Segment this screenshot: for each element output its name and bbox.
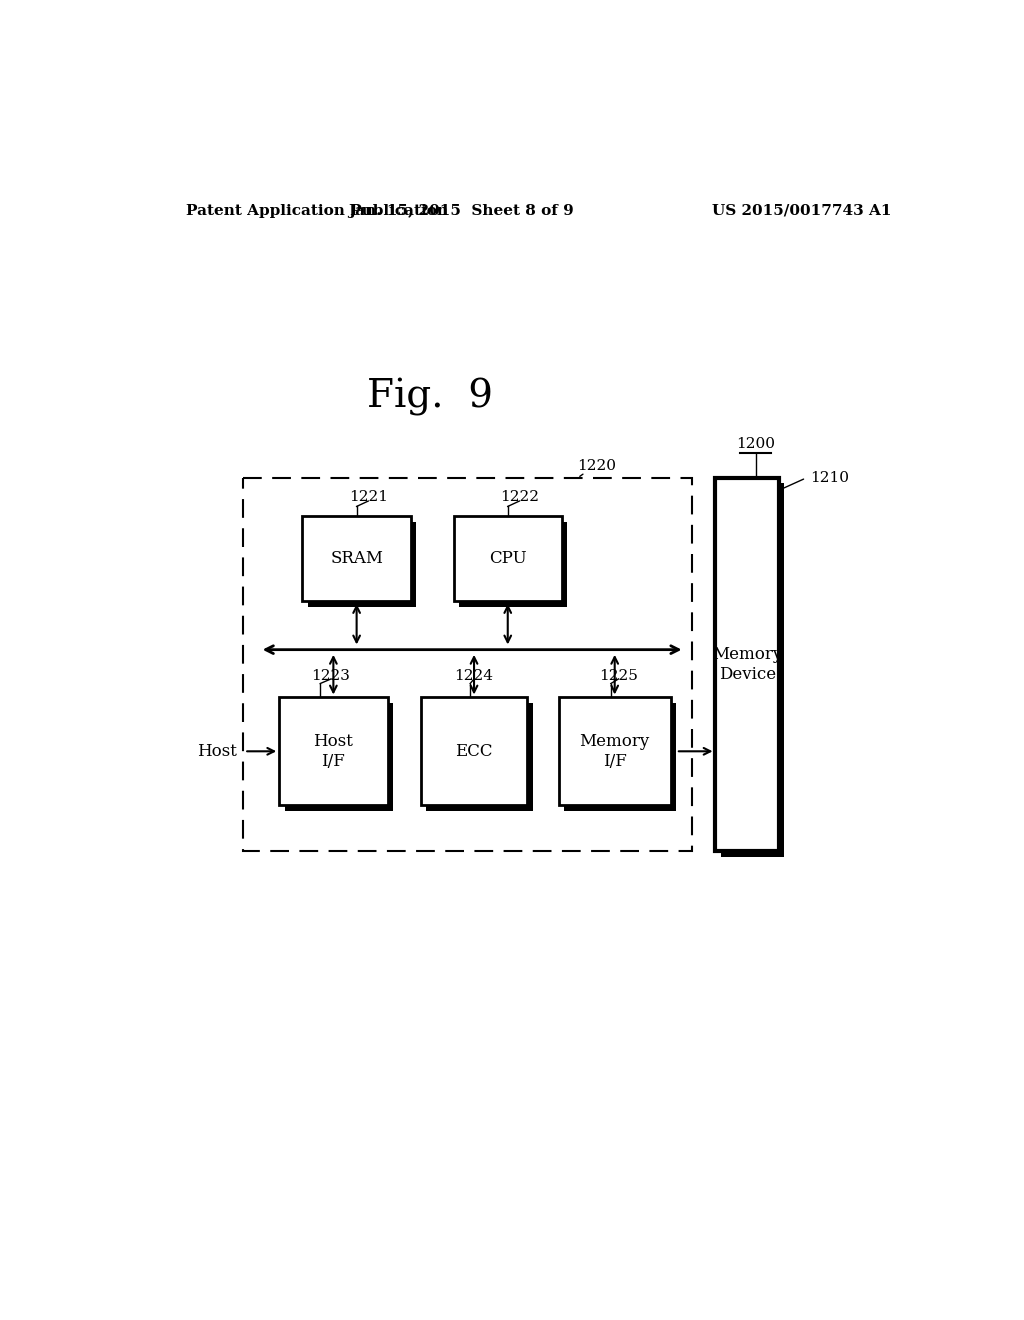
Bar (459, 521, 567, 607)
Text: 1200: 1200 (736, 437, 775, 451)
Text: 1220: 1220 (578, 459, 616, 474)
Text: Patent Application Publication: Patent Application Publication (186, 203, 449, 218)
Bar (721, 483, 784, 857)
Text: Host
I/F: Host I/F (313, 733, 353, 770)
Text: ECC: ECC (456, 743, 493, 760)
Text: Memory
I/F: Memory I/F (580, 733, 650, 770)
Text: 1210: 1210 (810, 471, 849, 484)
Bar (559, 697, 671, 805)
Text: Jan. 15, 2015  Sheet 8 of 9: Jan. 15, 2015 Sheet 8 of 9 (348, 203, 574, 218)
Text: 1223: 1223 (311, 669, 350, 682)
Text: CPU: CPU (488, 550, 526, 568)
Bar (564, 702, 676, 810)
Bar (716, 478, 779, 851)
Bar (454, 516, 562, 601)
Bar (280, 697, 388, 805)
Text: Host: Host (197, 743, 237, 760)
Bar (308, 521, 417, 607)
Bar (302, 516, 411, 601)
Text: 1222: 1222 (500, 490, 539, 504)
Text: 1225: 1225 (599, 669, 638, 682)
Text: 1224: 1224 (455, 669, 494, 682)
Text: US 2015/0017743 A1: US 2015/0017743 A1 (713, 203, 892, 218)
Text: SRAM: SRAM (330, 550, 383, 568)
Bar (285, 702, 393, 810)
Text: Fig.  9: Fig. 9 (368, 378, 494, 416)
Text: 1221: 1221 (349, 490, 388, 504)
Text: Memory
Device: Memory Device (712, 647, 782, 682)
Bar (426, 702, 532, 810)
Bar (421, 697, 527, 805)
